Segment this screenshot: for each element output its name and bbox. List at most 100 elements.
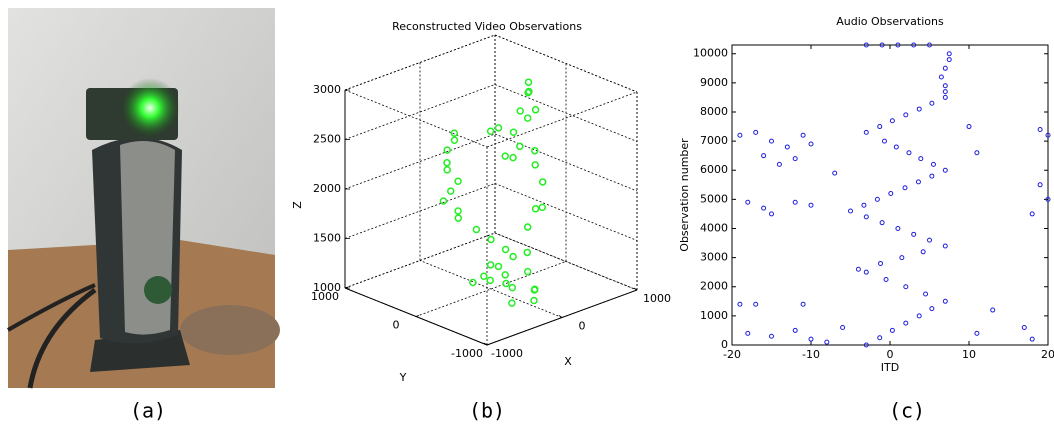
- point: [832, 170, 838, 176]
- point: [509, 252, 517, 261]
- point: [1029, 211, 1035, 217]
- point: [808, 202, 814, 208]
- tick-mark: [344, 286, 349, 289]
- point: [516, 107, 524, 115]
- box-edge: [486, 91, 638, 148]
- point: [1037, 182, 1043, 188]
- caption: (c): [889, 399, 925, 423]
- z-tick-label: 1500: [313, 232, 341, 245]
- point: [902, 185, 908, 191]
- point: [486, 261, 495, 269]
- point: [769, 211, 774, 217]
- point: [450, 129, 459, 137]
- point: [942, 94, 948, 100]
- y-tick-label: 1000: [700, 309, 728, 322]
- point: [942, 65, 948, 71]
- point: [883, 276, 889, 282]
- point: [454, 177, 462, 186]
- point: [942, 298, 948, 304]
- x-axis-label: ITD: [881, 361, 899, 374]
- point: [930, 161, 936, 167]
- y-axis-label: Observation number: [678, 138, 691, 252]
- point: [942, 83, 948, 89]
- point: [906, 150, 912, 156]
- grid-line: [344, 133, 496, 190]
- point: [443, 166, 451, 174]
- grid-line: [344, 84, 496, 140]
- point: [480, 272, 488, 280]
- point: [745, 330, 751, 336]
- chart-title: Audio Observations: [836, 15, 944, 28]
- y-tick-label: 3000: [700, 251, 728, 264]
- point: [525, 87, 533, 96]
- point: [454, 214, 462, 222]
- point: [800, 132, 806, 138]
- point: [501, 152, 509, 160]
- point: [472, 225, 481, 234]
- point: [538, 178, 547, 186]
- point: [923, 291, 929, 297]
- point: [443, 159, 451, 167]
- point: [769, 138, 774, 144]
- x-tick-label: 20: [1041, 348, 1054, 361]
- tick-mark: [486, 343, 491, 346]
- point: [903, 320, 909, 326]
- point: [881, 138, 887, 144]
- point: [990, 307, 996, 313]
- y-tick-label: 2000: [700, 280, 728, 293]
- point: [531, 161, 539, 169]
- point: [745, 199, 751, 205]
- y-tick-label: 9000: [700, 76, 728, 89]
- point: [974, 150, 980, 156]
- point: [911, 231, 917, 237]
- point: [888, 191, 894, 197]
- point: [863, 342, 869, 348]
- point: [877, 124, 883, 130]
- point: [530, 296, 538, 305]
- grid-line: [419, 260, 563, 318]
- point: [916, 106, 922, 112]
- grid-line: [344, 232, 496, 289]
- point: [840, 325, 846, 331]
- x-tick-label: 10: [962, 348, 976, 361]
- point: [874, 196, 880, 202]
- point: [903, 112, 909, 118]
- point: [454, 207, 462, 215]
- point: [915, 179, 921, 185]
- point: [889, 118, 895, 124]
- x-tick-label: 0: [579, 320, 586, 333]
- point: [447, 187, 455, 195]
- point: [903, 284, 909, 290]
- point: [531, 146, 539, 155]
- point: [508, 283, 517, 292]
- point: [808, 141, 814, 147]
- x-axis-label: X: [564, 355, 572, 368]
- point: [502, 279, 510, 288]
- z-tick-label: 3000: [313, 83, 341, 96]
- point: [946, 51, 952, 57]
- caption: (a): [130, 399, 166, 423]
- point: [792, 327, 798, 333]
- y-tick-label: 10000: [693, 47, 728, 60]
- x-tick-label: -20: [723, 348, 741, 361]
- point: [966, 124, 972, 130]
- y-tick-label: -1000: [451, 347, 483, 360]
- point: [824, 339, 830, 345]
- x-tick-label: -1000: [491, 347, 523, 360]
- point: [769, 333, 774, 339]
- tick-mark: [415, 315, 420, 317]
- point: [450, 136, 459, 144]
- point: [753, 301, 759, 307]
- point: [1045, 196, 1051, 202]
- x-tick-label: 0: [887, 348, 894, 361]
- z-tick-label: 2000: [313, 182, 341, 195]
- point: [1029, 336, 1035, 342]
- point: [879, 220, 885, 226]
- point: [918, 156, 924, 162]
- point: [938, 74, 944, 80]
- point: [916, 313, 922, 319]
- tick-mark: [633, 287, 638, 291]
- point: [439, 197, 448, 205]
- y-tick-label: 4000: [700, 221, 728, 234]
- y-tick-label: 6000: [700, 163, 728, 176]
